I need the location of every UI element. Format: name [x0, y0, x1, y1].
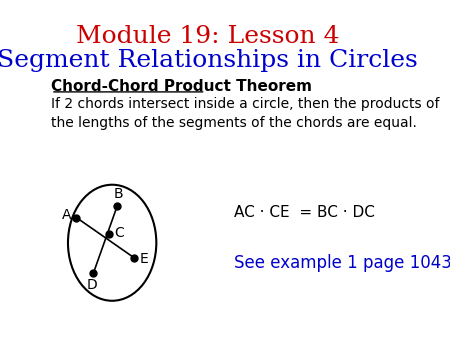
- Text: AC · CE  = BC · DC: AC · CE = BC · DC: [234, 205, 375, 220]
- Text: B: B: [114, 187, 124, 201]
- Text: If 2 chords intersect inside a circle, then the products of
the lengths of the s: If 2 chords intersect inside a circle, t…: [51, 97, 440, 130]
- Text: Module 19: Lesson 4: Module 19: Lesson 4: [76, 25, 339, 48]
- Text: C: C: [114, 226, 124, 240]
- Text: Segment Relationships in Circles: Segment Relationships in Circles: [0, 49, 418, 72]
- Text: See example 1 page 1043: See example 1 page 1043: [234, 254, 450, 272]
- Text: E: E: [140, 252, 148, 266]
- Text: Chord-Chord Product Theorem: Chord-Chord Product Theorem: [51, 79, 312, 94]
- Text: A: A: [62, 208, 72, 222]
- Text: D: D: [86, 278, 97, 292]
